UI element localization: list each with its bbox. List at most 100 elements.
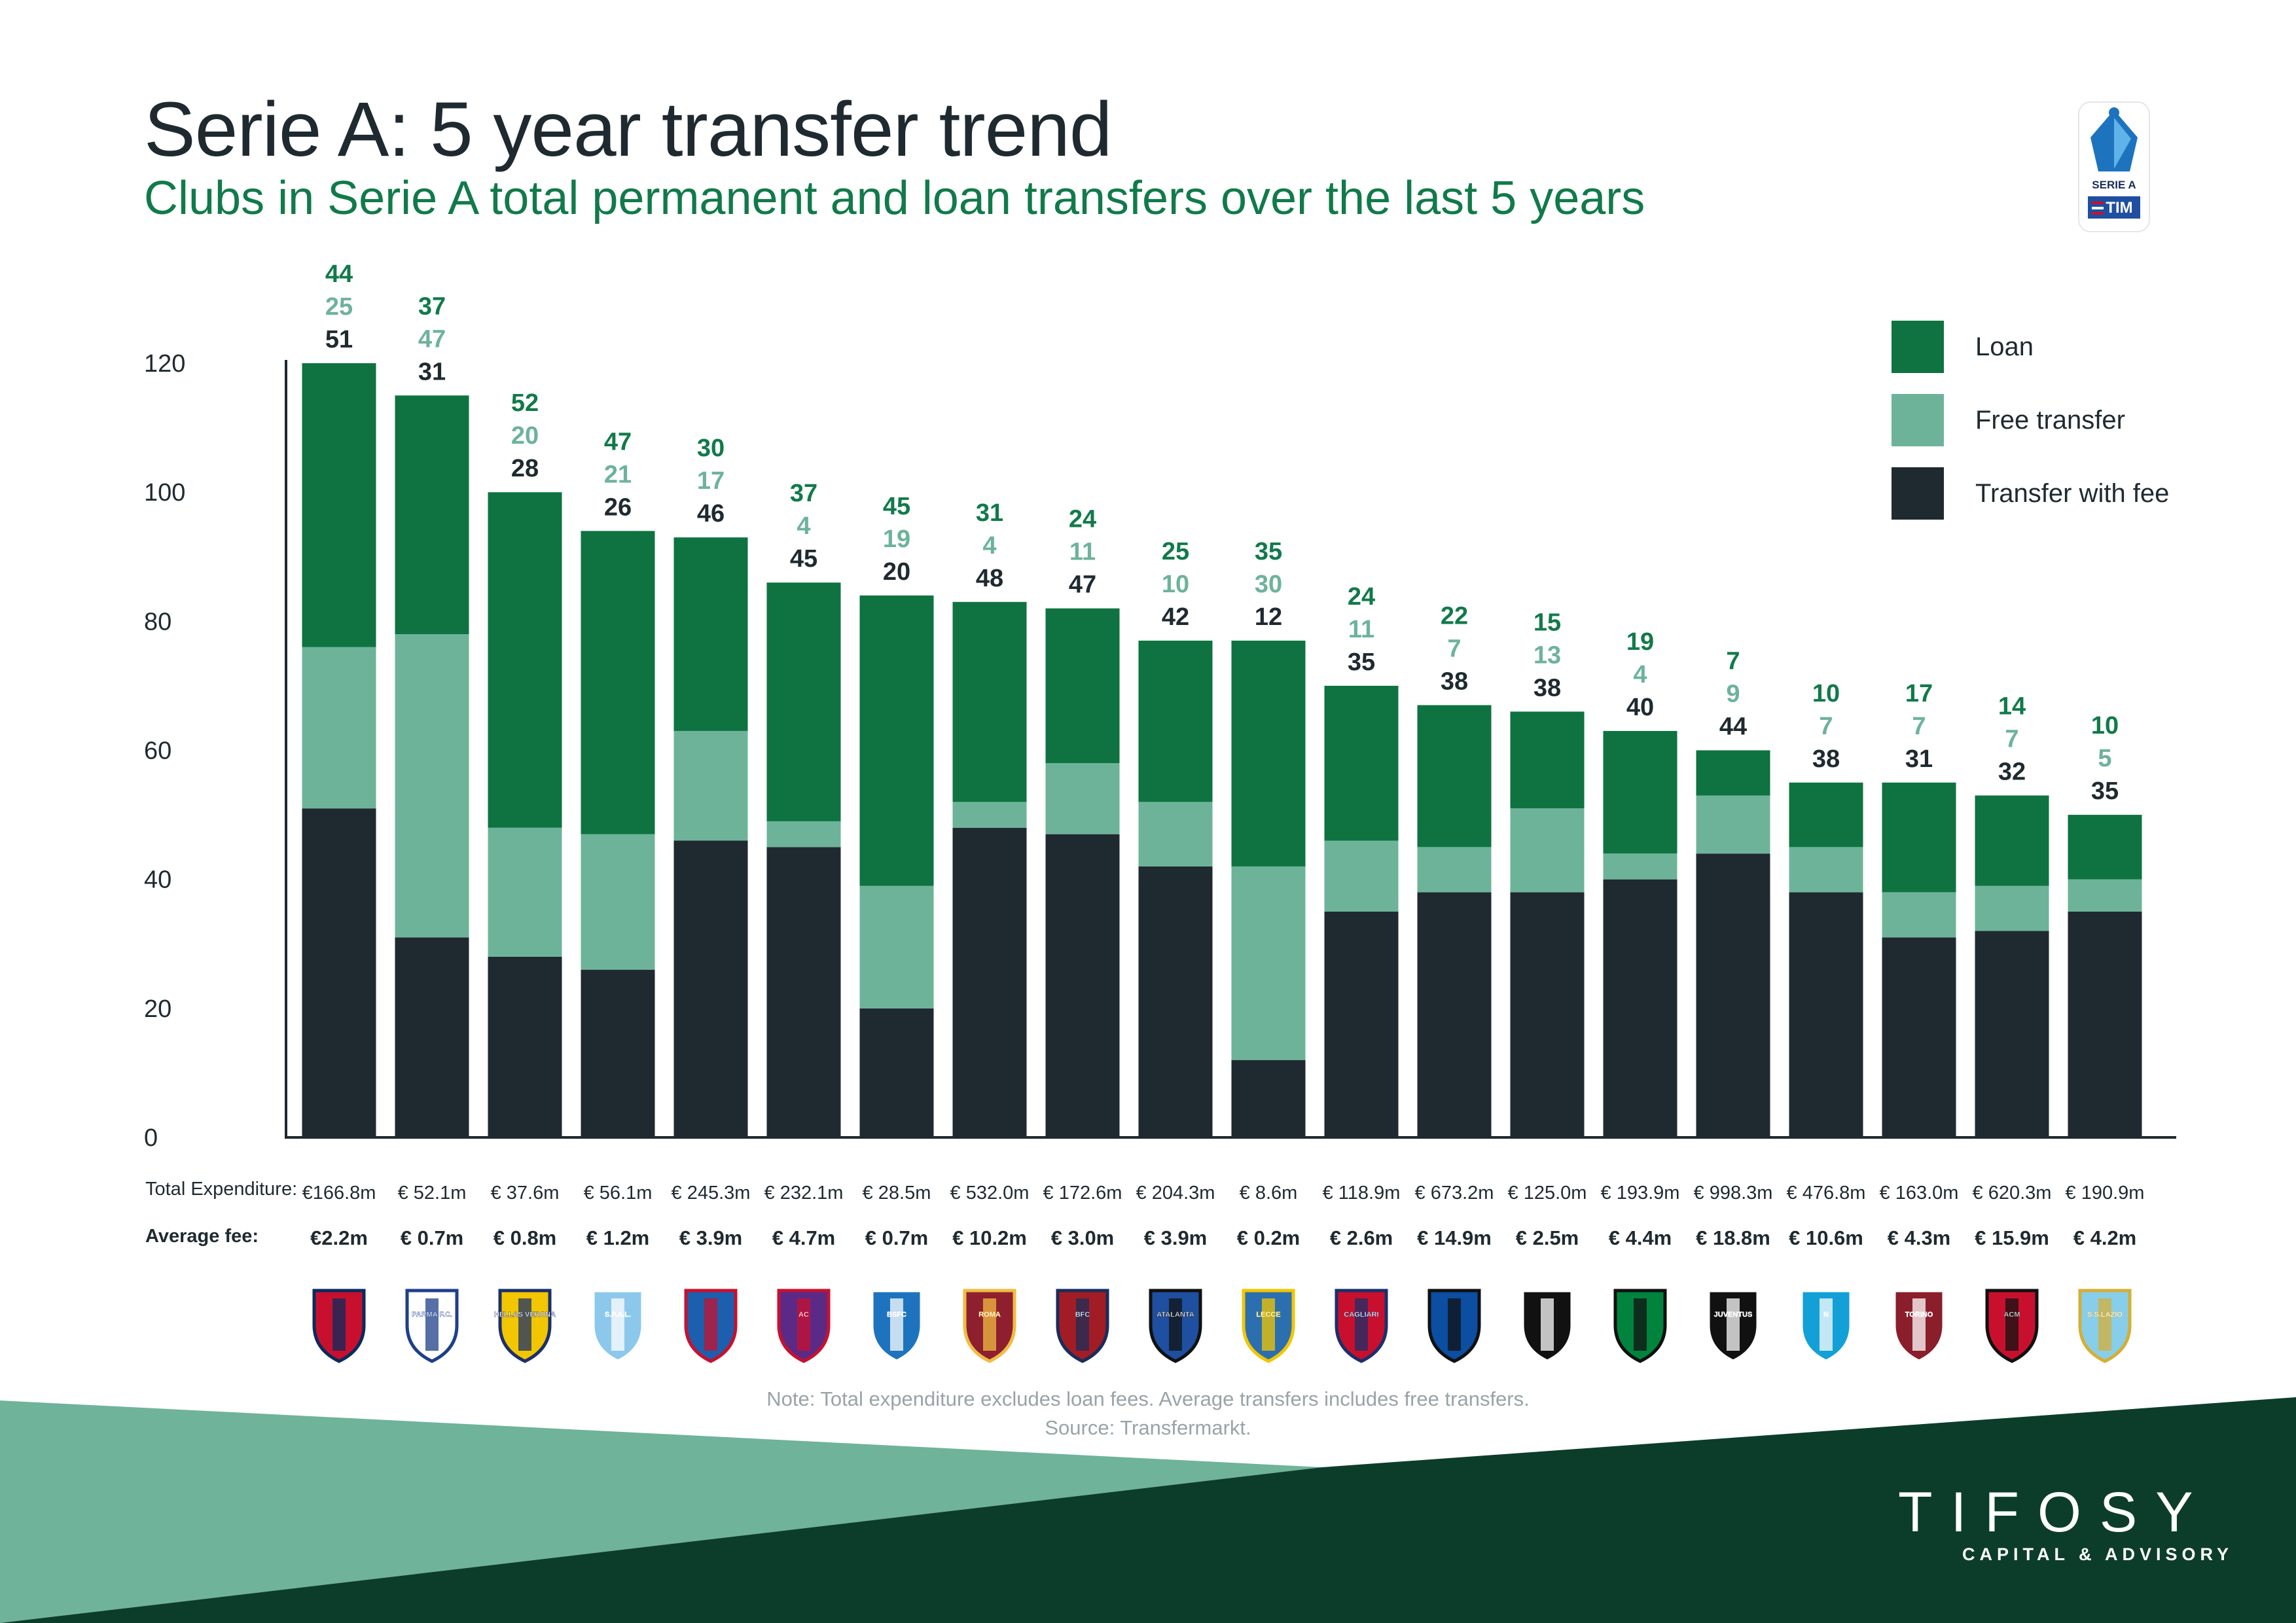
bar-fee-16 <box>1789 892 1863 1137</box>
bar-loan-11 <box>1324 685 1399 841</box>
bar-fee-5 <box>766 847 841 1137</box>
expenditure-value-13: € 125.0m <box>1508 1183 1587 1204</box>
bar-loan-6 <box>859 595 934 886</box>
avg-fee-row-label: Average fee: <box>145 1226 259 1247</box>
club-crests: PARMA F.C. HELLAS VERONA S.P.A.L. AC BSFC ROM… <box>312 1289 2132 1363</box>
expenditure-value-7: € 532.0m <box>950 1183 1030 1204</box>
bar-loan-9 <box>1138 640 1213 802</box>
legend-swatch-loan <box>1892 321 1944 373</box>
label-fee-13: 38 <box>1534 674 1561 702</box>
bar-fee-9 <box>1138 866 1213 1137</box>
crest-stripe <box>1448 1298 1461 1351</box>
avg-fee-value-18: € 15.9m <box>1975 1226 2049 1249</box>
crest-stripe <box>1634 1298 1647 1351</box>
bar-free-9 <box>1138 802 1213 866</box>
label-fee-1: 31 <box>418 358 446 385</box>
bar-fee-6 <box>859 1008 934 1137</box>
bar-loan-7 <box>952 601 1027 802</box>
avg-fee-value-7: € 10.2m <box>952 1226 1027 1249</box>
brand-tagline: CAPITAL & ADVISORY <box>1962 1544 2234 1564</box>
bar-free-17 <box>1882 892 1956 938</box>
crest-text: CAGLIARI <box>1344 1311 1378 1319</box>
label-loan-6: 45 <box>883 493 910 520</box>
bar-loan-14 <box>1603 730 1677 854</box>
expenditure-value-0: €166.8m <box>302 1183 376 1204</box>
legend-item-loan: Loan <box>1892 321 2169 373</box>
bar-loan-2 <box>488 492 562 828</box>
legend: Loan Free transfer Transfer with fee <box>1892 321 2169 541</box>
label-free-6: 19 <box>883 526 910 553</box>
avg-fee-value-0: €2.2m <box>310 1226 368 1249</box>
bar-fee-3 <box>581 969 655 1137</box>
bar-fee-0 <box>302 808 376 1137</box>
bar-free-12 <box>1417 847 1492 893</box>
label-free-1: 47 <box>418 325 446 353</box>
expenditure-value-18: € 620.3m <box>1973 1183 2052 1204</box>
crest-text: ROMA <box>978 1311 1001 1319</box>
label-loan-12: 22 <box>1441 602 1468 630</box>
label-fee-19: 35 <box>2091 777 2119 805</box>
crest-text: BSFC <box>887 1311 906 1319</box>
footer-light-wedge <box>0 1400 1322 1623</box>
bar-free-3 <box>581 834 655 970</box>
label-loan-14: 19 <box>1626 628 1654 656</box>
crest-text: S.S.LAZIO <box>2087 1311 2123 1319</box>
avg-fee-value-8: € 3.0m <box>1051 1226 1115 1249</box>
crest-stripe <box>1355 1298 1368 1351</box>
label-fee-15: 44 <box>1719 713 1747 741</box>
avg-fee-value-12: € 14.9m <box>1417 1226 1492 1249</box>
bar-loan-12 <box>1417 705 1492 847</box>
lecce-crest-icon: LECCE <box>1242 1289 1295 1363</box>
avg-fee-value-1: € 0.7m <box>401 1226 464 1249</box>
crest-stripe <box>1820 1298 1833 1351</box>
label-fee-5: 45 <box>790 545 817 573</box>
expenditure-value-4: € 245.3m <box>672 1183 751 1204</box>
label-fee-12: 38 <box>1441 668 1468 695</box>
bar-fee-19 <box>2068 911 2142 1137</box>
avg-fee-value-19: € 4.2m <box>2073 1226 2137 1249</box>
bar-loan-16 <box>1789 782 1863 847</box>
label-free-18: 7 <box>2005 726 2018 753</box>
y-tick-label-20: 20 <box>144 995 171 1023</box>
crest-stripe <box>1541 1298 1554 1351</box>
y-tick-label-120: 120 <box>144 350 185 378</box>
bar-loan-4 <box>673 537 748 731</box>
page-title: Serie A: 5 year transfer trend <box>144 86 1113 173</box>
label-fee-16: 38 <box>1812 745 1840 773</box>
bar-fee-10 <box>1231 1060 1306 1137</box>
cagliari-crest-icon: CAGLIARI <box>1335 1289 1388 1363</box>
label-free-11: 11 <box>1348 616 1374 643</box>
crest-stripe <box>611 1298 624 1351</box>
label-fee-7: 48 <box>976 565 1003 592</box>
crest-text: ATALANTA <box>1157 1311 1194 1319</box>
roma-crest-icon: ROMA <box>963 1289 1016 1363</box>
bar-loan-17 <box>1882 782 1956 893</box>
bar-fee-13 <box>1510 892 1585 1137</box>
bar-free-14 <box>1603 853 1677 880</box>
legend-label-loan: Loan <box>1975 332 2034 361</box>
expenditure-row-label: Total Expenditure: <box>145 1179 298 1200</box>
expenditure-value-2: € 37.6m <box>491 1183 560 1204</box>
label-fee-2: 28 <box>511 455 539 482</box>
expenditure-value-16: € 476.8m <box>1787 1183 1866 1204</box>
napoli-crest-icon: N <box>1799 1289 1853 1363</box>
label-loan-19: 10 <box>2091 712 2119 740</box>
bars <box>302 363 2142 1137</box>
crest-text: ACM <box>2003 1311 2020 1319</box>
bar-free-7 <box>952 802 1027 828</box>
label-free-8: 11 <box>1069 539 1096 566</box>
y-tick-label-80: 80 <box>144 608 171 635</box>
label-fee-6: 20 <box>883 558 910 586</box>
avg-fee-value-15: € 18.8m <box>1696 1226 1770 1249</box>
label-free-9: 10 <box>1162 571 1189 598</box>
bar-fee-8 <box>1045 834 1120 1137</box>
expenditure-value-1: € 52.1m <box>398 1183 467 1204</box>
avg-fee-value-13: € 2.5m <box>1516 1226 1579 1249</box>
bar-free-5 <box>766 821 841 847</box>
bar-fee-14 <box>1603 879 1677 1137</box>
bar-loan-5 <box>766 582 841 821</box>
label-free-5: 4 <box>797 512 810 540</box>
expenditure-value-11: € 118.9m <box>1323 1183 1401 1204</box>
legend-swatch-fee <box>1892 467 1944 520</box>
